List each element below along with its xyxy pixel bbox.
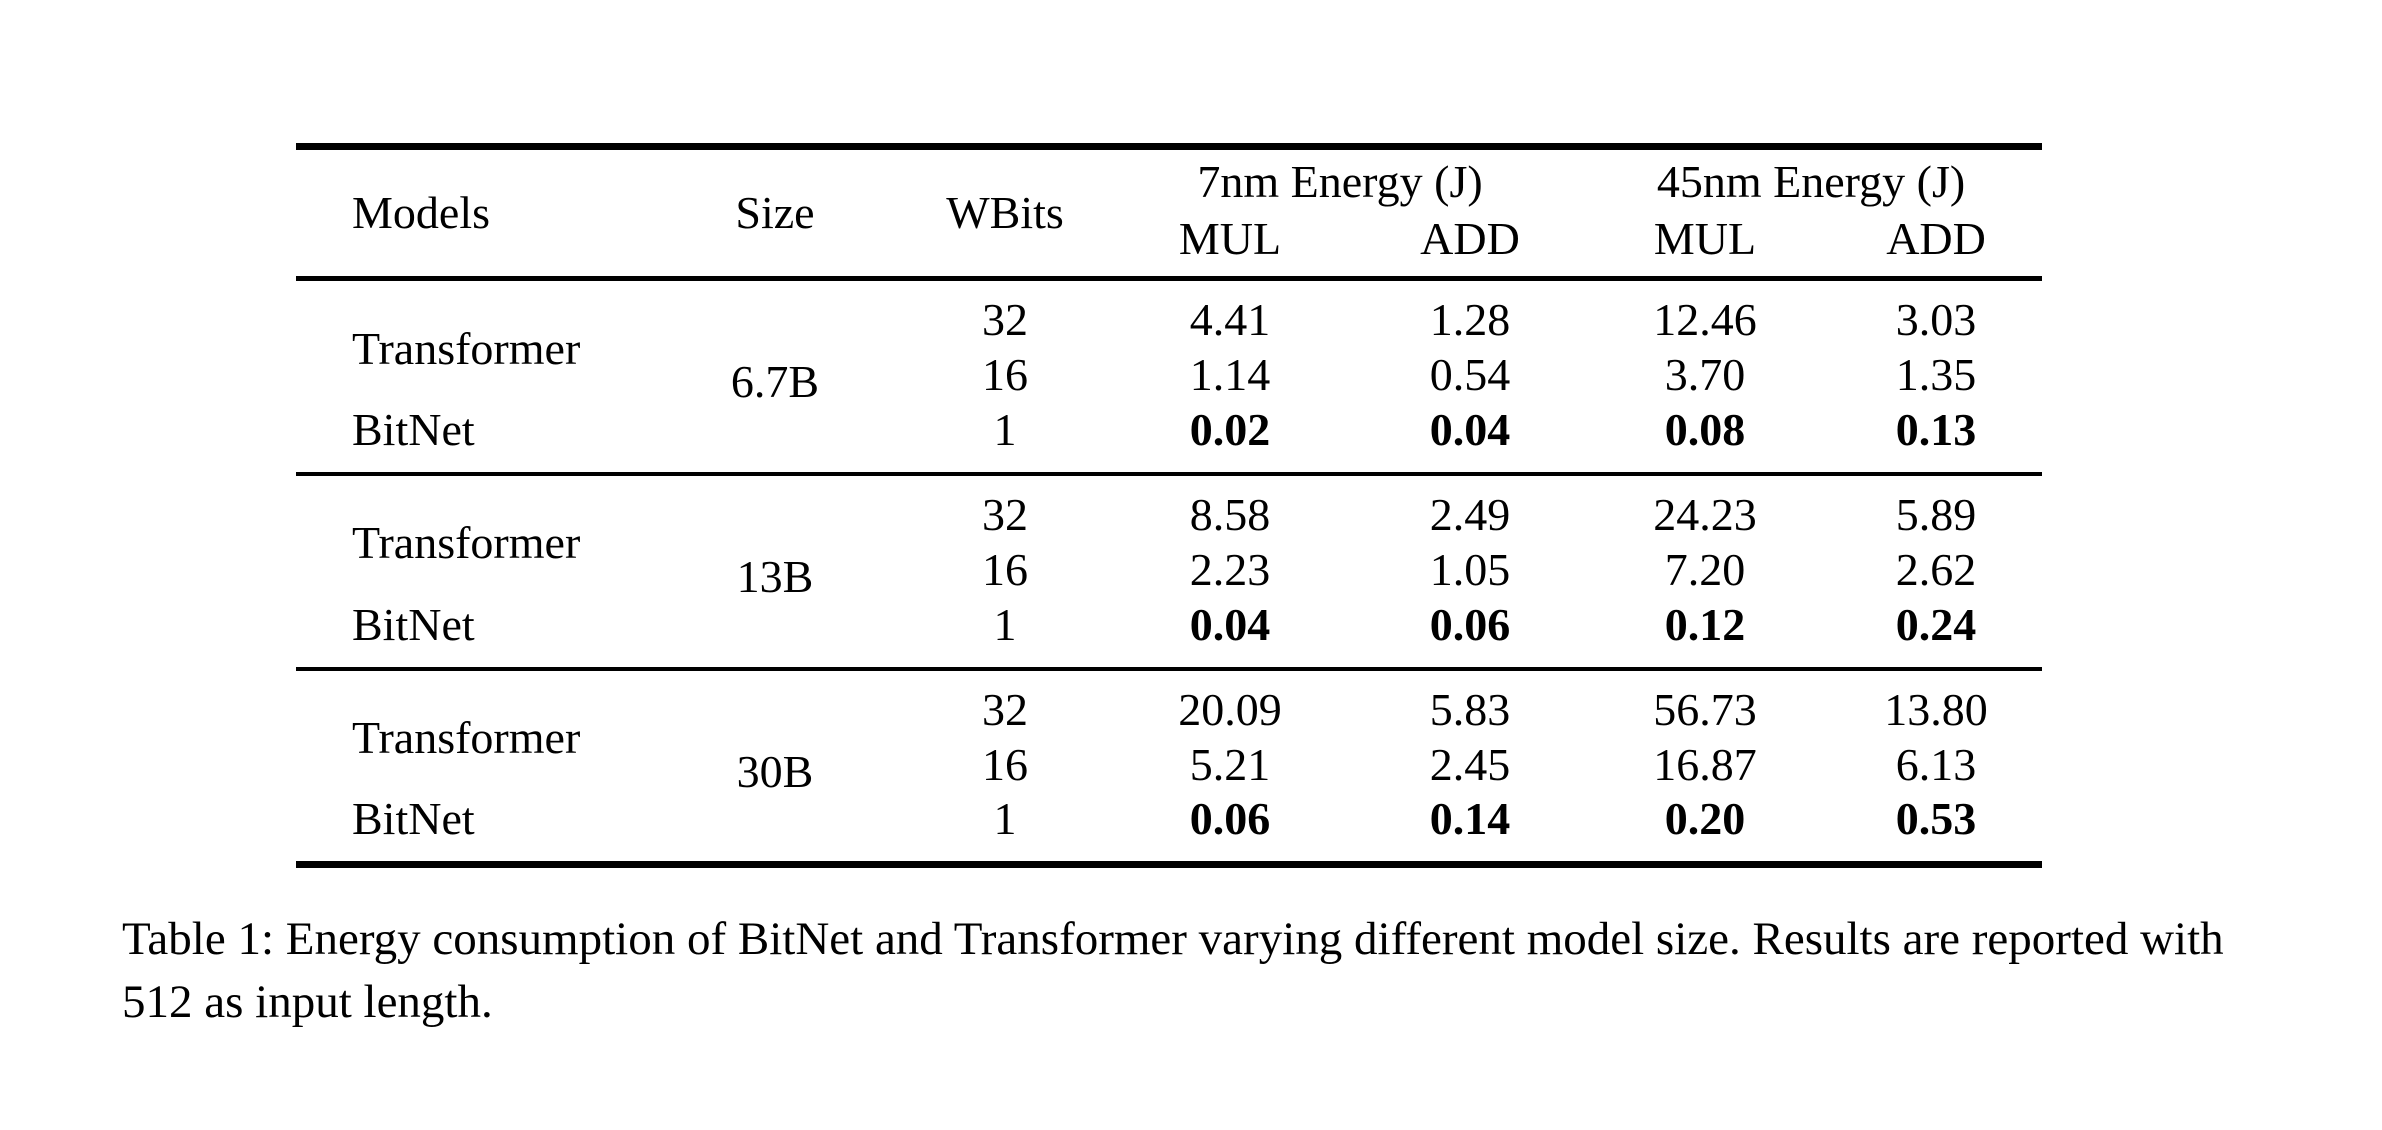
value-7nm-mul: 1.14 bbox=[1189, 348, 1271, 400]
wbits-cell: 16 bbox=[982, 543, 1028, 595]
col-header-size: Size bbox=[735, 186, 815, 238]
table-row: Transformer 13B 32 8.58 2.49 24.23 5.89 bbox=[296, 474, 2042, 602]
table-row: BitNet 1 0.04 0.06 0.12 0.24 bbox=[296, 599, 2042, 669]
value-45nm-mul: 0.12 bbox=[1664, 598, 1746, 650]
value-45nm-add: 0.13 bbox=[1895, 403, 1977, 455]
col-header-models: Models bbox=[352, 186, 490, 238]
value-7nm-add: 0.06 bbox=[1429, 598, 1511, 650]
value-45nm-mul: 12.46 bbox=[1653, 294, 1757, 345]
table-row: Transformer 30B 32 20.09 5.83 56.73 13.8… bbox=[296, 669, 2042, 797]
col-header-7nm-mul: MUL bbox=[1178, 212, 1282, 264]
value-45nm-add: 3.03 bbox=[1895, 294, 1977, 345]
value-45nm-add: 1.35 bbox=[1895, 348, 1977, 400]
col-group-45nm-energy: 45nm Energy (J) bbox=[1656, 155, 1966, 207]
value-45nm-mul: 0.20 bbox=[1664, 793, 1746, 845]
group-30b: Transformer 30B 32 20.09 5.83 56.73 13.8… bbox=[296, 669, 2042, 865]
size-cell: 13B bbox=[736, 551, 814, 603]
wbits-cell: 16 bbox=[982, 738, 1028, 790]
value-45nm-add: 13.80 bbox=[1884, 683, 1988, 735]
value-7nm-mul: 0.06 bbox=[1189, 793, 1271, 845]
value-7nm-add: 1.28 bbox=[1429, 294, 1511, 345]
value-45nm-mul: 16.87 bbox=[1653, 738, 1757, 790]
value-7nm-mul: 0.04 bbox=[1189, 598, 1271, 650]
value-45nm-add: 0.24 bbox=[1895, 598, 1977, 650]
table-row: 16 5.21 2.45 16.87 6.13 bbox=[296, 736, 2042, 793]
col-group-7nm-energy: 7nm Energy (J) bbox=[1197, 155, 1483, 207]
table-row: 16 1.14 0.54 3.70 1.35 bbox=[296, 347, 2042, 404]
wbits-cell: 32 bbox=[982, 683, 1028, 735]
col-header-wbits: WBits bbox=[946, 186, 1064, 238]
model-cell: BitNet bbox=[352, 403, 475, 455]
col-header-45nm-mul: MUL bbox=[1653, 212, 1757, 264]
value-45nm-add: 5.89 bbox=[1895, 488, 1977, 540]
model-cell: Transformer bbox=[352, 517, 581, 569]
value-7nm-mul: 2.23 bbox=[1189, 543, 1271, 595]
value-7nm-mul: 4.41 bbox=[1189, 294, 1271, 345]
value-45nm-add: 6.13 bbox=[1895, 738, 1977, 790]
size-cell: 30B bbox=[736, 746, 814, 797]
value-7nm-add: 0.04 bbox=[1429, 403, 1511, 455]
header-row-groups: Models Size WBits 7nm Energy (J) 45nm En… bbox=[296, 147, 2042, 238]
table-row: BitNet 1 0.02 0.04 0.08 0.13 bbox=[296, 404, 2042, 474]
value-7nm-add: 0.14 bbox=[1429, 793, 1511, 845]
model-cell: Transformer bbox=[352, 712, 581, 764]
col-header-45nm-add: ADD bbox=[1886, 212, 1986, 264]
table-row: BitNet 1 0.06 0.14 0.20 0.53 bbox=[296, 793, 2042, 864]
value-7nm-mul: 8.58 bbox=[1189, 488, 1271, 540]
value-45nm-mul: 3.70 bbox=[1664, 348, 1746, 400]
model-cell: Transformer bbox=[352, 322, 581, 374]
value-7nm-mul: 5.21 bbox=[1189, 738, 1271, 790]
table-row: 16 2.23 1.05 7.20 2.62 bbox=[296, 542, 2042, 599]
value-7nm-add: 1.05 bbox=[1429, 543, 1511, 595]
header-row-mul-add: MUL ADD MUL ADD bbox=[296, 211, 2042, 279]
wbits-cell: 1 bbox=[993, 403, 1017, 455]
value-45nm-mul: 56.73 bbox=[1653, 683, 1757, 735]
value-45nm-add: 2.62 bbox=[1895, 543, 1977, 595]
value-45nm-add: 0.53 bbox=[1895, 793, 1977, 845]
value-7nm-add: 2.49 bbox=[1429, 488, 1511, 540]
table-caption: Table 1: Energy consumption of BitNet an… bbox=[122, 913, 2224, 1028]
table-row: Transformer 6.7B 32 4.41 1.28 12.46 3.03 bbox=[296, 279, 2042, 407]
model-cell: BitNet bbox=[352, 598, 475, 650]
value-7nm-add: 0.54 bbox=[1429, 348, 1511, 400]
value-45nm-mul: 24.23 bbox=[1653, 488, 1757, 540]
size-cell: 6.7B bbox=[730, 356, 820, 408]
model-cell: BitNet bbox=[352, 793, 475, 845]
value-7nm-add: 2.45 bbox=[1429, 738, 1511, 790]
value-45nm-mul: 0.08 bbox=[1664, 403, 1746, 455]
value-45nm-mul: 7.20 bbox=[1664, 543, 1746, 595]
wbits-cell: 1 bbox=[993, 793, 1017, 845]
value-7nm-mul: 0.02 bbox=[1189, 403, 1271, 455]
energy-consumption-table: Models Size WBits 7nm Energy (J) 45nm En… bbox=[296, 143, 2043, 869]
wbits-cell: 32 bbox=[982, 488, 1028, 540]
wbits-cell: 16 bbox=[982, 348, 1028, 400]
col-header-7nm-add: ADD bbox=[1420, 212, 1520, 264]
group-6-7b: Transformer 6.7B 32 4.41 1.28 12.46 3.03… bbox=[296, 279, 2043, 474]
group-13b: Transformer 13B 32 8.58 2.49 24.23 5.89 … bbox=[296, 474, 2043, 669]
table-header: Models Size WBits 7nm Energy (J) 45nm En… bbox=[296, 147, 2043, 279]
value-7nm-add: 5.83 bbox=[1429, 683, 1511, 735]
value-7nm-mul: 20.09 bbox=[1178, 683, 1282, 735]
wbits-cell: 1 bbox=[993, 598, 1017, 650]
wbits-cell: 32 bbox=[982, 294, 1028, 345]
